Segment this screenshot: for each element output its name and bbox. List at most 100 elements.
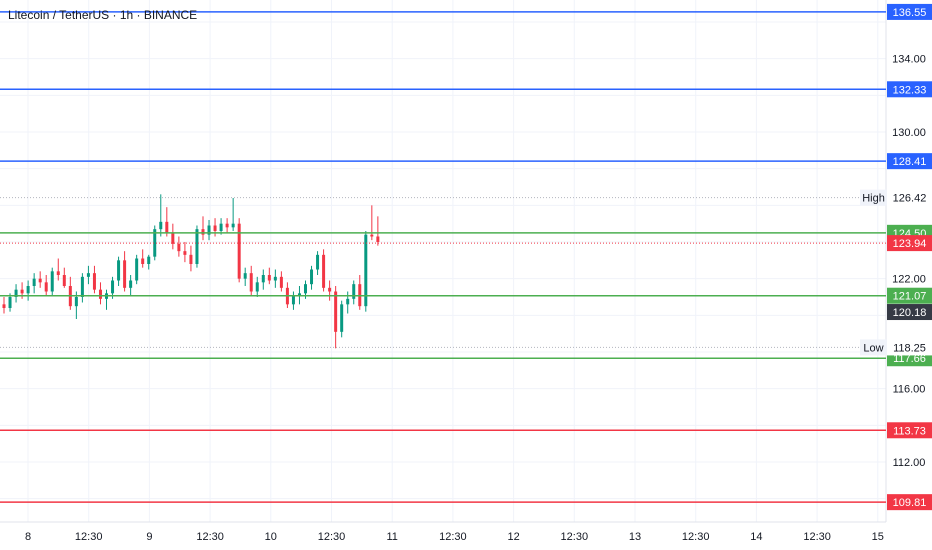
low-tag: Low	[863, 342, 883, 354]
candle-body	[279, 276, 283, 288]
current-price-label-bg	[887, 235, 932, 252]
x-tick-label: 12:30	[318, 531, 346, 543]
candle-body	[334, 291, 338, 332]
candle-body	[62, 275, 66, 286]
x-tick-label: 8	[25, 531, 31, 543]
candle-body	[32, 278, 36, 286]
candle-body	[261, 275, 265, 283]
candle-body	[370, 234, 374, 237]
candle-body	[117, 260, 121, 281]
price-line-label: 128.41	[893, 156, 927, 168]
candle-body	[346, 298, 350, 305]
price-line-label: 121.07	[893, 291, 927, 303]
x-tick-label: 12:30	[803, 531, 831, 543]
candle-body	[291, 295, 295, 305]
low-value-bg	[887, 339, 932, 356]
low-value: 118.25	[893, 342, 926, 354]
candle-body	[267, 275, 271, 281]
candle-body	[273, 276, 277, 281]
candle-body	[141, 258, 145, 264]
x-tick-label: 13	[629, 531, 641, 543]
price-line-label-bg	[887, 287, 932, 304]
candle-body	[340, 304, 344, 332]
candle-body	[80, 276, 84, 297]
candle-body	[237, 223, 241, 279]
candle-body	[123, 260, 127, 288]
x-tick-label: 10	[265, 531, 277, 543]
candle-body	[56, 271, 60, 275]
candle-body	[159, 221, 163, 230]
price-line-label: 117.66	[893, 353, 926, 365]
candle-body	[171, 232, 175, 244]
candle-body	[352, 284, 356, 299]
y-tick-label: 116.00	[893, 384, 926, 396]
high-value-bg	[887, 189, 932, 206]
candle-body	[249, 273, 253, 292]
candle-body	[297, 293, 301, 296]
candle-body	[98, 289, 102, 299]
price-line-label-bg	[887, 422, 932, 439]
prev-close-label: 120.18	[893, 307, 927, 319]
current-price-label: 123.94	[893, 238, 927, 250]
candle-body	[201, 229, 205, 235]
x-tick-label: 12:30	[682, 531, 710, 543]
chart-title: Litecoin / TetherUS · 1h · BINANCE	[8, 8, 198, 22]
price-line-label-bg	[887, 3, 932, 20]
y-tick-label: 134.00	[892, 54, 926, 66]
candle-body	[165, 221, 169, 233]
high-value: 126.42	[893, 193, 927, 205]
y-tick-label: 112.00	[893, 457, 926, 469]
price-line-label-bg	[887, 153, 932, 170]
x-tick-label: 14	[750, 531, 762, 543]
candle-body	[207, 225, 211, 235]
candle-body	[86, 273, 90, 277]
candle-body	[147, 256, 151, 264]
price-line-label: 113.73	[893, 425, 926, 437]
candle-body	[328, 287, 332, 292]
candle-body	[50, 271, 54, 292]
price-line-label: 109.81	[893, 497, 927, 509]
candle-body	[310, 269, 314, 285]
candle-body	[225, 223, 229, 228]
price-line-label: 132.33	[893, 84, 927, 96]
price-line-label-bg	[887, 494, 932, 511]
x-tick-label: 12:30	[75, 531, 103, 543]
x-tick-label: 12:30	[439, 531, 467, 543]
candle-body	[177, 243, 181, 252]
candle-body	[38, 278, 42, 283]
x-tick-label: 12	[507, 531, 519, 543]
candle-body	[322, 254, 326, 288]
candle-body	[26, 286, 30, 294]
price-line-label: 136.55	[893, 7, 927, 19]
x-tick-label: 12:30	[196, 531, 224, 543]
candle-body	[153, 229, 157, 257]
high-tag: High	[862, 193, 885, 205]
y-tick-label: 130.00	[892, 127, 926, 139]
candle-body	[213, 225, 217, 231]
x-tick-label: 12:30	[561, 531, 589, 543]
candle-body	[92, 273, 96, 290]
low-tag-bg	[860, 339, 887, 356]
candle-body	[189, 254, 193, 264]
price-line-label-bg	[887, 81, 932, 98]
candle-body	[183, 251, 187, 255]
candle-body	[255, 282, 259, 292]
x-tick-label: 15	[872, 531, 884, 543]
candle-body	[219, 223, 223, 231]
x-tick-label: 11	[386, 531, 397, 543]
candle-body	[316, 254, 320, 270]
candle-body	[304, 284, 307, 294]
candle-body	[243, 273, 247, 279]
y-tick-label: 122.00	[892, 274, 926, 286]
candle-body	[44, 282, 48, 292]
candle-body	[376, 236, 380, 242]
candle-body	[74, 297, 78, 307]
candle-body	[129, 280, 133, 288]
candle-body	[2, 304, 6, 308]
candle-body	[14, 289, 18, 297]
high-tag-bg	[860, 189, 887, 206]
candle-body	[195, 229, 199, 264]
x-tick-label: 9	[146, 531, 152, 543]
candle-body	[135, 258, 139, 281]
